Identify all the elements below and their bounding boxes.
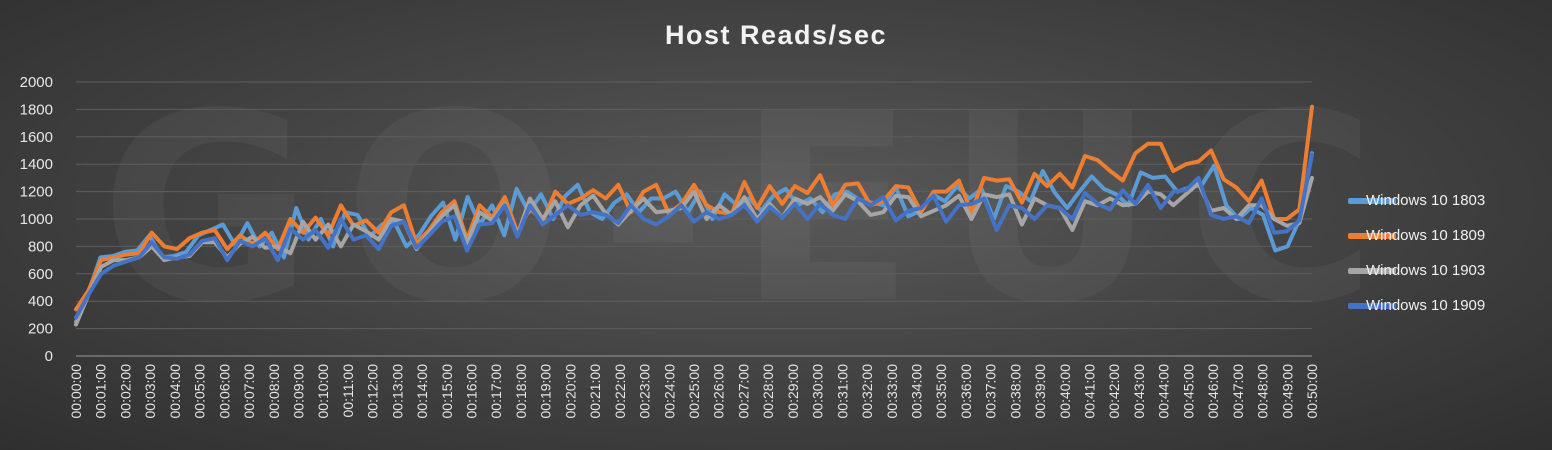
x-tick-label: 00:32:00 bbox=[859, 364, 875, 419]
x-tick-label: 00:29:00 bbox=[785, 364, 801, 419]
chart-title: Host Reads/sec bbox=[664, 20, 888, 50]
y-tick-label: 200 bbox=[28, 321, 53, 338]
x-tick-label: 00:03:00 bbox=[142, 364, 158, 419]
series-line-windows-10-1809 bbox=[74, 104, 1314, 312]
x-tick-label: 00:43:00 bbox=[1131, 364, 1147, 419]
x-tick-label: 00:39:00 bbox=[1032, 364, 1048, 419]
x-tick-label: 00:34:00 bbox=[908, 364, 924, 419]
x-tick-label: 00:28:00 bbox=[760, 364, 776, 419]
x-tick-label: 00:45:00 bbox=[1180, 364, 1196, 419]
legend-swatch bbox=[1348, 303, 1396, 309]
x-tick-label: 00:12:00 bbox=[365, 364, 381, 419]
x-tick-label: 00:05:00 bbox=[192, 364, 208, 419]
x-tick-label: 00:40:00 bbox=[1057, 364, 1073, 419]
y-tick-label: 2000 bbox=[20, 74, 53, 91]
x-tick-label: 00:46:00 bbox=[1205, 364, 1221, 419]
x-tick-label: 00:11:00 bbox=[340, 364, 356, 418]
x-tick-label: 00:50:00 bbox=[1304, 364, 1320, 419]
x-tick-label: 00:07:00 bbox=[241, 364, 257, 419]
x-tick-label: 00:20:00 bbox=[562, 364, 578, 419]
legend-label: Windows 10 1909 bbox=[1366, 297, 1486, 314]
x-tick-label: 00:04:00 bbox=[167, 364, 183, 419]
x-tick-label: 00:22:00 bbox=[612, 364, 628, 419]
y-tick-label: 1200 bbox=[20, 184, 53, 201]
x-tick-label: 00:48:00 bbox=[1255, 364, 1271, 419]
legend-label: Windows 10 1809 bbox=[1366, 227, 1486, 244]
x-tick-label: 00:00:00 bbox=[68, 364, 84, 419]
legend-swatch bbox=[1348, 233, 1396, 239]
x-tick-label: 00:02:00 bbox=[117, 364, 133, 419]
x-tick-label: 00:15:00 bbox=[439, 364, 455, 419]
y-tick-label: 1800 bbox=[20, 101, 53, 118]
x-tick-label: 00:08:00 bbox=[266, 364, 282, 419]
x-tick-label: 00:16:00 bbox=[464, 364, 480, 419]
x-tick-label: 00:44:00 bbox=[1156, 364, 1172, 419]
y-tick-label: 0 bbox=[45, 348, 53, 365]
x-tick-label: 00:13:00 bbox=[389, 364, 405, 419]
x-tick-label: 00:35:00 bbox=[933, 364, 949, 419]
x-tick-label: 00:23:00 bbox=[637, 364, 653, 419]
x-tick-label: 00:31:00 bbox=[834, 364, 850, 419]
x-tick-label: 00:42:00 bbox=[1106, 364, 1122, 419]
x-tick-label: 00:30:00 bbox=[810, 364, 826, 419]
x-tick-label: 00:24:00 bbox=[661, 364, 677, 419]
x-tick-label: 00:47:00 bbox=[1230, 364, 1246, 419]
legend-item: Windows 10 1909 bbox=[1348, 295, 1548, 330]
x-tick-label: 00:49:00 bbox=[1279, 364, 1295, 419]
legend-label: Windows 10 1803 bbox=[1366, 192, 1486, 209]
x-tick-label: 00:37:00 bbox=[983, 364, 999, 419]
x-tick-label: 00:38:00 bbox=[1007, 364, 1023, 419]
y-tick-label: 400 bbox=[28, 293, 53, 310]
x-tick-label: 00:06:00 bbox=[216, 364, 232, 419]
y-tick-label: 800 bbox=[28, 238, 53, 255]
y-tick-label: 1400 bbox=[20, 156, 53, 173]
x-tick-label: 00:09:00 bbox=[290, 364, 306, 419]
x-tick-label: 00:19:00 bbox=[538, 364, 554, 419]
legend: Windows 10 1803 Windows 10 1809 Windows 10… bbox=[1348, 190, 1548, 330]
y-tick-label: 600 bbox=[28, 266, 53, 283]
x-tick-label: 00:33:00 bbox=[884, 364, 900, 419]
x-tick-label: 00:21:00 bbox=[587, 364, 603, 419]
legend-item: Windows 10 1803 bbox=[1348, 190, 1548, 225]
legend-swatch bbox=[1348, 268, 1396, 274]
x-tick-label: 00:14:00 bbox=[414, 364, 430, 419]
x-tick-label: 00:01:00 bbox=[93, 364, 109, 419]
legend-item: Windows 10 1903 bbox=[1348, 260, 1548, 295]
legend-label: Windows 10 1903 bbox=[1366, 262, 1486, 279]
series-line-windows-10-1909 bbox=[74, 152, 1314, 320]
x-tick-label: 00:25:00 bbox=[686, 364, 702, 419]
x-tick-label: 00:41:00 bbox=[1082, 364, 1098, 419]
y-tick-label: 1000 bbox=[20, 211, 53, 228]
x-tick-label: 00:17:00 bbox=[488, 364, 504, 419]
y-tick-label: 1600 bbox=[20, 129, 53, 146]
x-tick-label: 00:27:00 bbox=[735, 364, 751, 419]
x-tick-label: 00:36:00 bbox=[958, 364, 974, 419]
x-tick-label: 00:26:00 bbox=[711, 364, 727, 419]
x-tick-label: 00:10:00 bbox=[315, 364, 331, 419]
legend-item: Windows 10 1809 bbox=[1348, 225, 1548, 260]
x-tick-label: 00:18:00 bbox=[513, 364, 529, 419]
legend-swatch bbox=[1348, 198, 1396, 204]
